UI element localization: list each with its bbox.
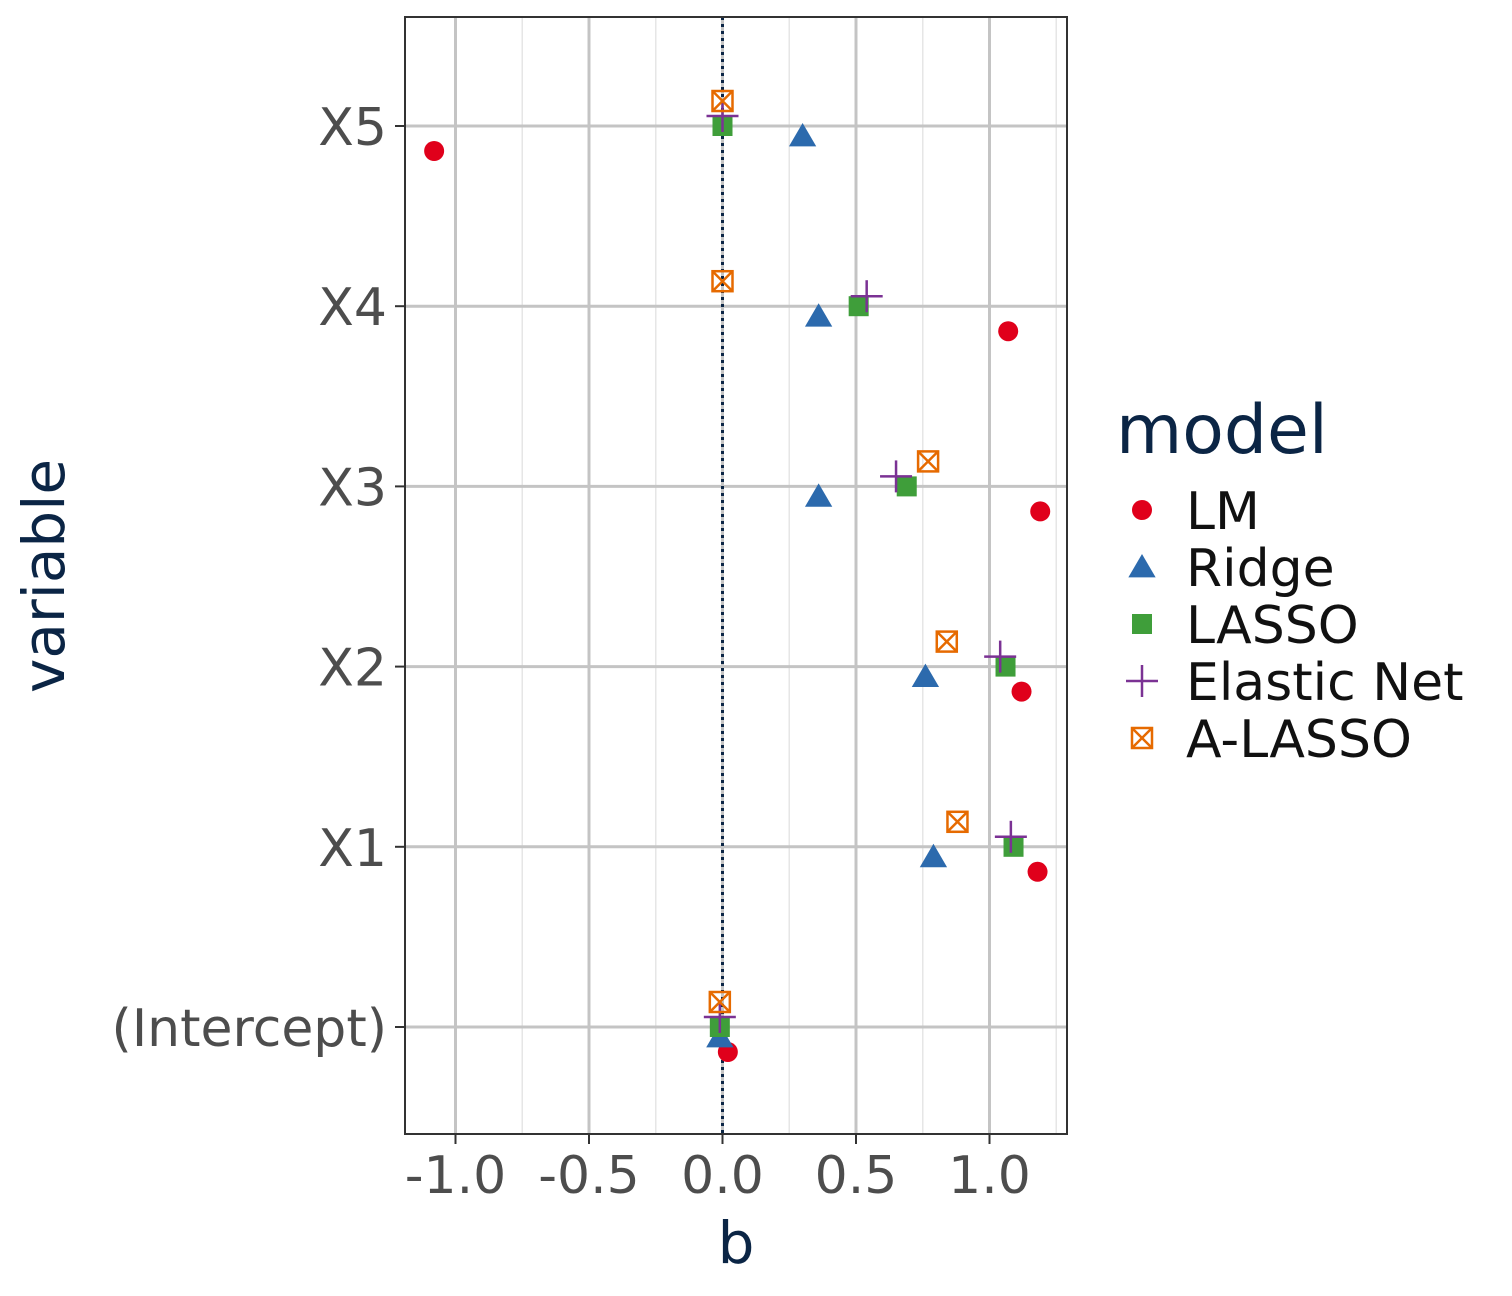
- legend-key-a-lasso: [1130, 726, 1154, 750]
- point-a-lasso-x4: [711, 269, 734, 293]
- x-tick-label: 1.0: [948, 1146, 1031, 1206]
- legend-key-lm: [1132, 500, 1152, 520]
- y-axis-title: variable: [10, 459, 78, 693]
- point-a-lasso-x1: [946, 810, 969, 834]
- point-lasso-x3: [896, 476, 917, 497]
- legend-label-lasso: LASSO: [1186, 596, 1359, 656]
- point-lasso-x1: [1003, 836, 1024, 857]
- y-tick-label: X5: [318, 98, 387, 158]
- point-lasso-x2: [995, 656, 1016, 677]
- point-lasso-x4: [848, 296, 869, 317]
- legend-label-lm: LM: [1186, 482, 1260, 542]
- point-elastic-net-intercept: [703, 1001, 736, 1033]
- point-ridge-x1: [919, 843, 948, 868]
- legend-key-ridge: [1128, 554, 1156, 578]
- point-ridge-x3: [804, 483, 833, 507]
- point-ridge-x4: [804, 303, 833, 327]
- point-a-lasso-intercept: [708, 990, 732, 1014]
- y-tick-label: (Intercept): [112, 999, 387, 1059]
- legend-title: model: [1116, 391, 1328, 470]
- point-elastic-net-x4: [850, 280, 883, 313]
- y-axis-ticks: (Intercept) X1 X2 X3 X4 X5: [112, 98, 405, 1059]
- major-gridlines: [405, 17, 1067, 1134]
- point-elastic-net-x5: [706, 100, 739, 132]
- point-a-lasso-x3: [916, 450, 940, 473]
- legend-label-elastic-net: Elastic Net: [1186, 653, 1464, 713]
- point-elastic-net-x3: [880, 460, 913, 493]
- y-tick-label: X1: [318, 819, 387, 879]
- x-tick-label: 0.0: [681, 1146, 764, 1206]
- minor-gridlines: [521, 17, 1057, 1134]
- point-lm-x2: [1011, 681, 1032, 702]
- point-ridge-x2: [911, 663, 940, 687]
- y-tick-label: X4: [318, 278, 387, 338]
- point-lm-x1: [1027, 861, 1048, 882]
- x-axis-title: b: [718, 1209, 755, 1277]
- legend-label-ridge: Ridge: [1186, 539, 1335, 599]
- data-points: [424, 89, 1051, 1062]
- point-lm-x3: [1030, 501, 1051, 522]
- x-axis-ticks: -1.0 -0.5 0.0 0.5 1.0: [405, 1134, 1031, 1206]
- point-elastic-net-x2: [984, 640, 1017, 673]
- point-ridge-x5: [788, 123, 817, 147]
- x-tick-label: -0.5: [538, 1146, 639, 1206]
- point-a-lasso-x2: [935, 630, 959, 653]
- x-tick-label: 0.5: [815, 1146, 898, 1206]
- point-elastic-net-x1: [994, 820, 1027, 853]
- y-tick-label: X3: [318, 458, 387, 518]
- panel-border: [404, 16, 1068, 1135]
- legend-key-elastic-net: [1126, 665, 1158, 697]
- y-tick-label: X2: [318, 639, 387, 699]
- point-lm-x4: [998, 321, 1019, 342]
- legend-label-a-lasso: A-LASSO: [1186, 710, 1412, 770]
- point-lm-x5: [424, 141, 445, 161]
- point-a-lasso-x5: [711, 89, 734, 113]
- x-tick-label: -1.0: [405, 1146, 506, 1206]
- legend-key-lasso: [1132, 614, 1152, 634]
